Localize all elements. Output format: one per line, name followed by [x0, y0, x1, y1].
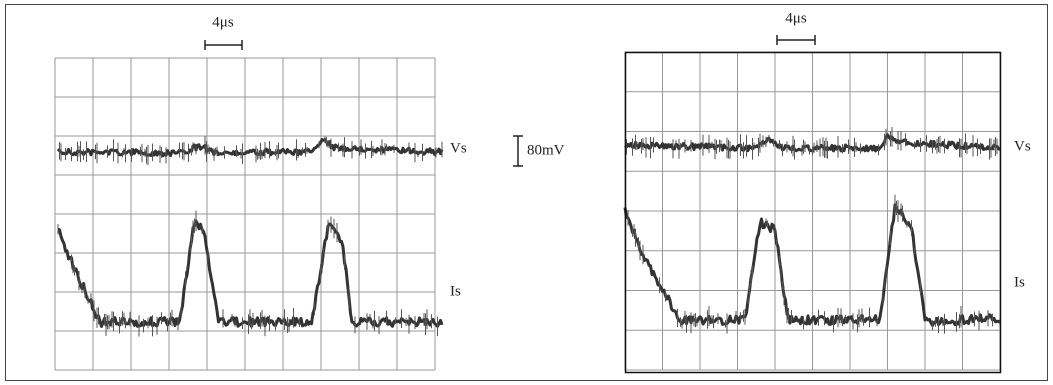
trace-label: Is [450, 283, 461, 299]
voltage-scale-label: 80mV [527, 142, 565, 158]
trace-label: Is [1014, 274, 1025, 290]
time-scale-label: 4μs [212, 14, 234, 30]
figure: 4μs 4μs 80mV Vs Is Vs Is [0, 0, 1053, 385]
trace-label: Vs [1014, 138, 1031, 154]
time-scale-label: 4μs [785, 10, 807, 26]
trace-label: Vs [450, 140, 467, 156]
